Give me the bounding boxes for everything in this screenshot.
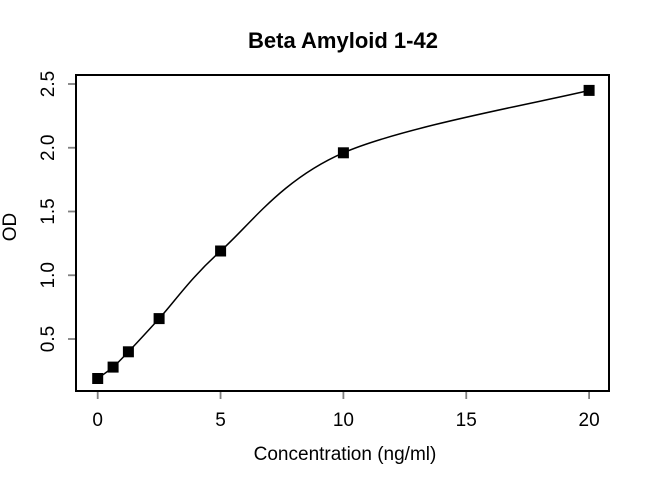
data-point-marker: [92, 373, 104, 384]
plot-box: [75, 74, 610, 392]
x-tick-label: 10: [333, 410, 354, 431]
data-point-marker: [107, 361, 119, 373]
x-tick-label: 5: [215, 410, 226, 431]
data-point-marker: [215, 245, 227, 257]
data-point-marker: [337, 147, 349, 159]
data-point-marker: [153, 313, 165, 325]
data-point-marker: [583, 84, 595, 96]
y-tick-label: 2.5: [38, 71, 59, 97]
x-tick-label: 20: [579, 410, 600, 431]
chart-title: Beta Amyloid 1-42: [248, 28, 438, 53]
y-tick-label: 1.5: [38, 198, 59, 224]
y-tick-label: 1.0: [38, 262, 59, 288]
data-point-marker: [122, 346, 134, 358]
y-tick-label: 2.0: [38, 135, 59, 161]
x-axis-title: Concentration (ng/ml): [253, 444, 437, 465]
x-tick-label: 0: [92, 410, 103, 431]
y-tick-label: 0.5: [38, 326, 59, 352]
x-tick-label: 15: [456, 410, 477, 431]
fitted-curve-line: [97, 89, 590, 380]
